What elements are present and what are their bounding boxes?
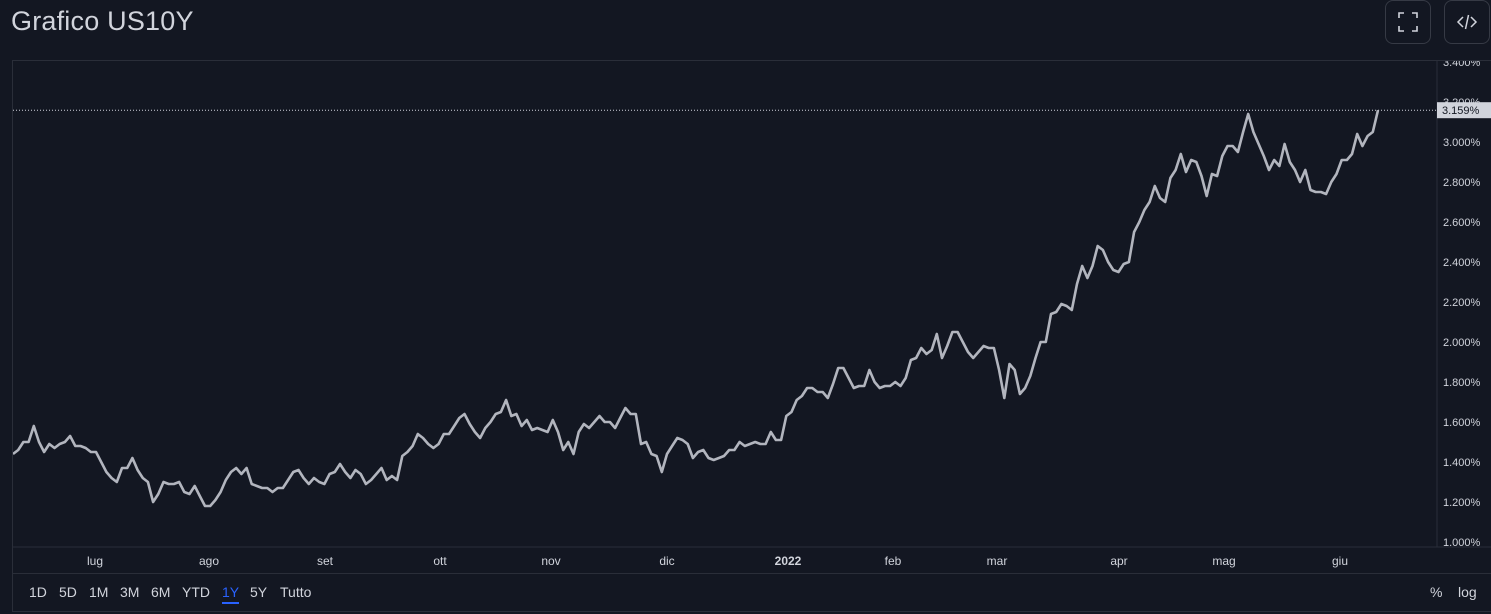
y-tick-label: 1.800% bbox=[1443, 377, 1481, 389]
y-tick-label: 2.600% bbox=[1443, 217, 1481, 229]
x-tick-label: ott bbox=[433, 554, 447, 568]
y-tick-label: 2.800% bbox=[1443, 177, 1481, 189]
y-tick-label: 3.000% bbox=[1443, 137, 1481, 149]
range-button-1d[interactable]: 1D bbox=[29, 584, 47, 600]
x-tick-label: apr bbox=[1110, 554, 1127, 568]
range-button-3m[interactable]: 3M bbox=[120, 584, 140, 600]
y-tick-label: 3.400% bbox=[1443, 61, 1481, 69]
page-title: Grafico US10Y bbox=[11, 6, 194, 36]
y-tick-label: 2.400% bbox=[1443, 257, 1481, 269]
y-tick-label: 1.400% bbox=[1443, 457, 1481, 469]
x-tick-label: giu bbox=[1332, 554, 1348, 568]
y-tick-label: 1.600% bbox=[1443, 417, 1481, 429]
fullscreen-icon bbox=[1398, 12, 1418, 32]
us10y-line bbox=[13, 109, 1380, 508]
range-toolbar: 1D 5D 1M 3M 6M YTD 1Y 5Y Tutto % log bbox=[12, 573, 1491, 613]
y-tick-label: 1.000% bbox=[1443, 537, 1481, 549]
range-button-5d[interactable]: 5D bbox=[59, 584, 77, 600]
range-button-1m[interactable]: 1M bbox=[89, 584, 109, 600]
price-chart[interactable]: 1.000% 1.200% 1.400% 1.600% 1.800% 2.000% 2.20… bbox=[13, 61, 1491, 613]
range-button-5y[interactable]: 5Y bbox=[250, 584, 268, 600]
log-scale-button[interactable]: log bbox=[1458, 584, 1477, 600]
percent-scale-button[interactable]: % bbox=[1430, 584, 1443, 600]
last-price-label: 3.159% bbox=[1442, 105, 1480, 117]
x-tick-label: dic bbox=[659, 554, 674, 568]
x-tick-label: set bbox=[317, 554, 334, 568]
x-tick-label: ago bbox=[199, 554, 219, 568]
range-button-tutto[interactable]: Tutto bbox=[280, 584, 312, 600]
range-button-ytd[interactable]: YTD bbox=[182, 584, 210, 600]
range-button-6m[interactable]: 6M bbox=[151, 584, 171, 600]
y-tick-label: 2.200% bbox=[1443, 297, 1481, 309]
y-tick-label: 1.200% bbox=[1443, 497, 1481, 509]
code-embed-icon bbox=[1456, 14, 1478, 30]
x-tick-label: lug bbox=[87, 554, 103, 568]
x-tick-label: 2022 bbox=[775, 554, 802, 568]
fullscreen-button[interactable] bbox=[1385, 0, 1431, 44]
embed-code-button[interactable] bbox=[1444, 0, 1490, 44]
chart-frame: 1.000% 1.200% 1.400% 1.600% 1.800% 2.000% 2.20… bbox=[12, 60, 1491, 612]
x-tick-label: feb bbox=[885, 554, 902, 568]
x-tick-label: mar bbox=[987, 554, 1008, 568]
x-tick-label: mag bbox=[1212, 554, 1235, 568]
range-button-1y[interactable]: 1Y bbox=[222, 584, 240, 604]
last-price-badge bbox=[1437, 102, 1491, 119]
x-tick-label: nov bbox=[541, 554, 560, 568]
y-tick-label: 2.000% bbox=[1443, 337, 1481, 349]
